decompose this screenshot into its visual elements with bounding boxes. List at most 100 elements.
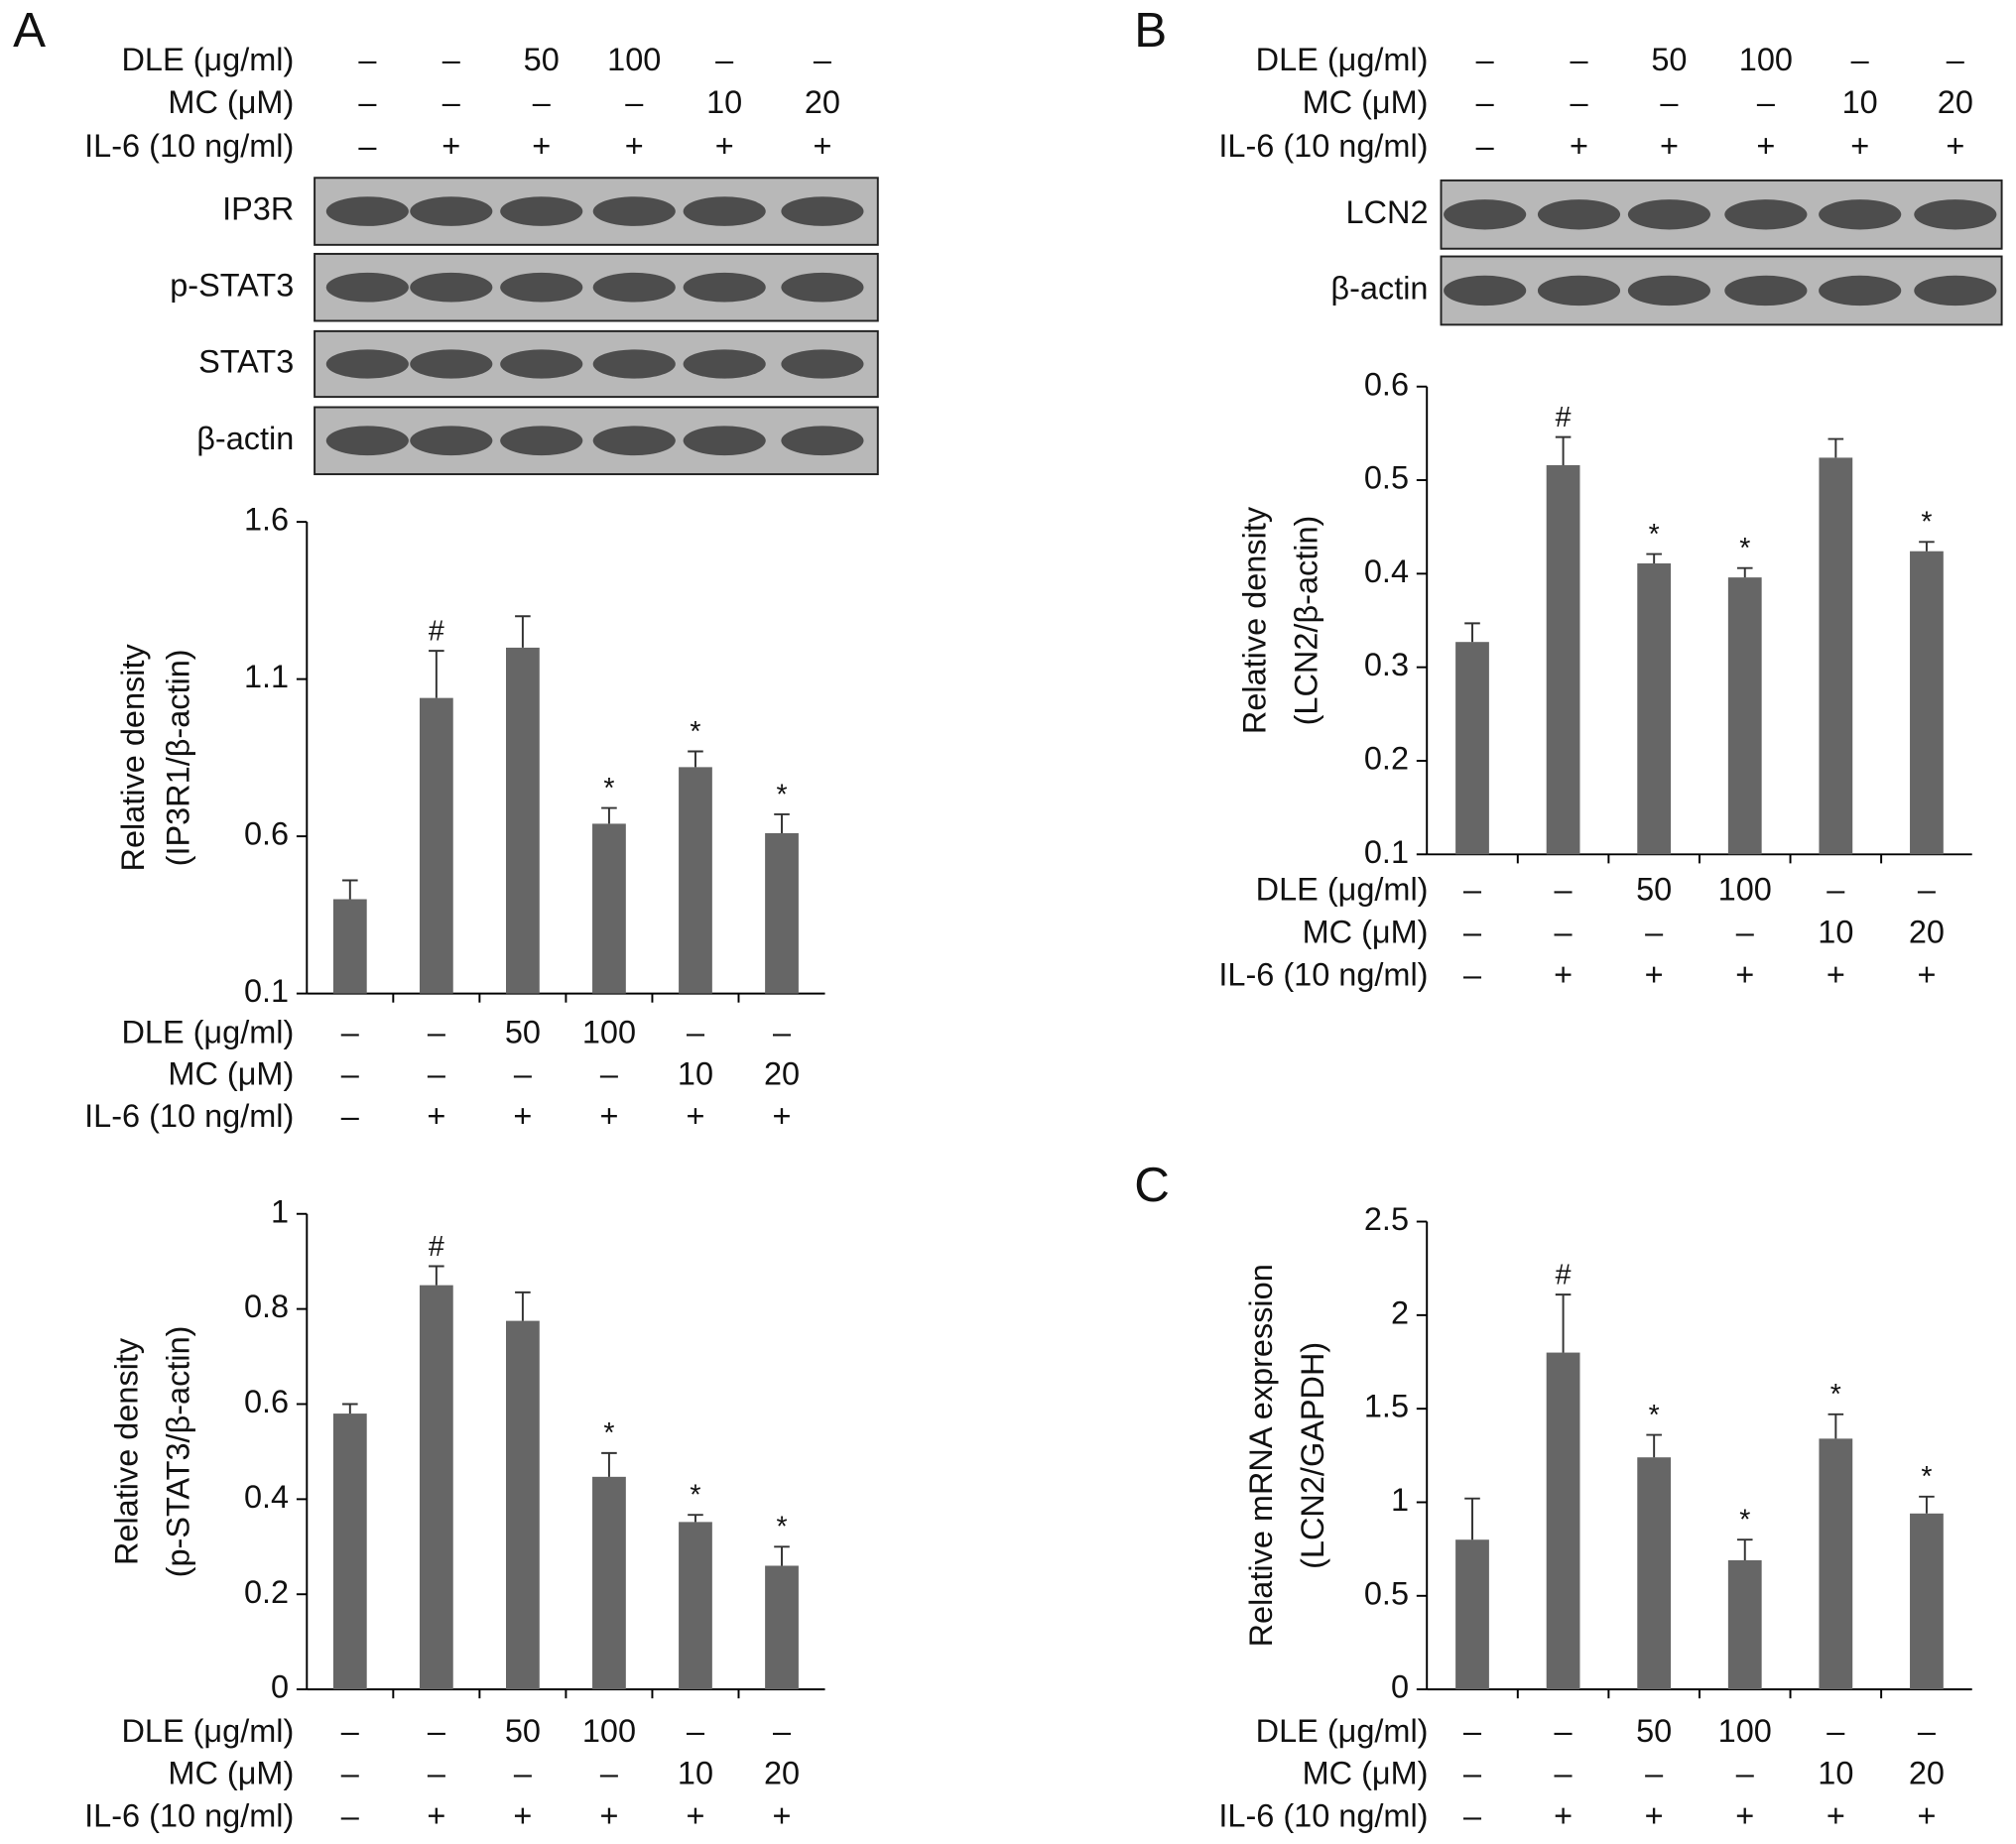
- condition-cell: 100: [582, 1713, 636, 1749]
- significance-mark: #: [1556, 1259, 1572, 1291]
- y-tick-label: 0.2: [1364, 741, 1409, 777]
- condition-cell: 10: [1818, 914, 1853, 949]
- significance-mark: #: [429, 615, 444, 647]
- y-axis-label: (p-STAT3/β-actin): [161, 1326, 196, 1578]
- condition-cell: –: [1555, 1756, 1574, 1791]
- blot-band: [1819, 275, 1902, 307]
- blot-band: [325, 272, 409, 303]
- blot-band: [500, 349, 583, 379]
- condition-cell: –: [687, 1015, 705, 1050]
- significance-mark: *: [1739, 1505, 1750, 1537]
- condition-cell: 50: [1636, 872, 1672, 908]
- condition-cell: +: [513, 1098, 532, 1134]
- blot-band: [410, 426, 493, 456]
- blot-band: [1537, 199, 1621, 230]
- blot-band: [781, 349, 864, 379]
- header-cell: 20: [805, 84, 840, 120]
- y-axis-label: (LCN2/β-actin): [1288, 516, 1323, 726]
- header-cell: +: [625, 128, 644, 164]
- condition-cell: –: [1555, 872, 1574, 908]
- condition-cell: –: [1555, 914, 1574, 949]
- bar: [1637, 1457, 1672, 1690]
- bar: [332, 899, 367, 994]
- condition-cell: –: [1645, 914, 1664, 949]
- header-cell: 50: [524, 42, 560, 77]
- blot-label: STAT3: [198, 344, 294, 380]
- blot-band: [1627, 199, 1711, 230]
- header-cell: +: [1756, 128, 1775, 164]
- error-bar: [1919, 541, 1935, 552]
- condition-label: IL-6 (10 ng/ml): [84, 1798, 294, 1834]
- bar: [1727, 1559, 1762, 1690]
- condition-cell: 10: [1818, 1756, 1853, 1791]
- error-bar: [342, 879, 358, 900]
- header-cell: 10: [706, 84, 742, 120]
- y-tick-label: 0.1: [244, 973, 289, 1009]
- error-bar: [774, 1545, 790, 1566]
- blot-label: p-STAT3: [170, 267, 294, 303]
- blot-band: [592, 272, 676, 303]
- bar: [1637, 562, 1672, 855]
- y-axis-label: (IP3R1/β-actin): [161, 649, 196, 866]
- bar: [419, 1285, 453, 1690]
- condition-cell: –: [1463, 914, 1482, 949]
- condition-cell: +: [1735, 956, 1754, 992]
- header-cell: –: [625, 84, 644, 120]
- header-row-label: DLE (μg/ml): [1256, 42, 1429, 77]
- y-axis-label: Relative density: [109, 1337, 145, 1565]
- header-cell: –: [814, 42, 832, 77]
- error-bar: [1464, 1497, 1480, 1540]
- condition-label: IL-6 (10 ng/ml): [1218, 956, 1428, 992]
- blot-band: [1724, 275, 1808, 307]
- bar: [1819, 457, 1853, 855]
- condition-cell: –: [600, 1055, 619, 1091]
- bar: [332, 1414, 367, 1690]
- significance-mark: *: [603, 1417, 614, 1449]
- y-axis-label: Relative density: [115, 644, 151, 872]
- header-cell: –: [1570, 84, 1588, 120]
- blot-band: [683, 349, 766, 379]
- error-bar: [515, 615, 531, 648]
- condition-label: MC (μM): [168, 1756, 294, 1791]
- header-cell: +: [1850, 128, 1869, 164]
- bar: [1819, 1438, 1853, 1690]
- error-bar: [429, 650, 444, 698]
- error-bar: [601, 806, 617, 824]
- y-tick-label: 0.6: [244, 1384, 289, 1419]
- bar: [506, 1320, 540, 1690]
- condition-cell: –: [600, 1756, 619, 1791]
- y-tick-label: 0.4: [244, 1479, 289, 1515]
- y-tick-label: 1.5: [1364, 1389, 1409, 1424]
- header-cell: –: [1570, 42, 1588, 77]
- condition-cell: +: [1917, 956, 1936, 992]
- error-bar: [774, 812, 790, 833]
- blot-band: [325, 349, 409, 379]
- significance-mark: *: [1649, 519, 1660, 551]
- blot-band: [781, 272, 864, 303]
- blot-label: β-actin: [196, 421, 294, 456]
- bar: [1455, 1539, 1489, 1690]
- blot-band: [325, 196, 409, 226]
- header-cell: +: [715, 128, 734, 164]
- bar: [1546, 1352, 1580, 1690]
- condition-cell: –: [773, 1015, 792, 1050]
- significance-mark: *: [1649, 1400, 1660, 1431]
- condition-cell: –: [1463, 1756, 1482, 1791]
- y-tick-label: 1.6: [244, 502, 289, 538]
- condition-cell: 50: [505, 1015, 541, 1050]
- bar: [765, 832, 799, 994]
- condition-cell: –: [341, 1756, 360, 1791]
- header-row-label: MC (μM): [1303, 84, 1429, 120]
- header-row-label: MC (μM): [168, 84, 294, 120]
- condition-cell: +: [773, 1098, 792, 1134]
- condition-cell: 20: [1909, 914, 1945, 949]
- blot-band: [683, 272, 766, 303]
- header-cell: 20: [1938, 84, 1973, 120]
- header-cell: +: [1946, 128, 1964, 164]
- condition-cell: –: [1736, 914, 1755, 949]
- header-cell: +: [813, 128, 831, 164]
- error-bar: [429, 1265, 444, 1286]
- significance-mark: *: [776, 779, 787, 810]
- condition-cell: +: [1735, 1798, 1754, 1834]
